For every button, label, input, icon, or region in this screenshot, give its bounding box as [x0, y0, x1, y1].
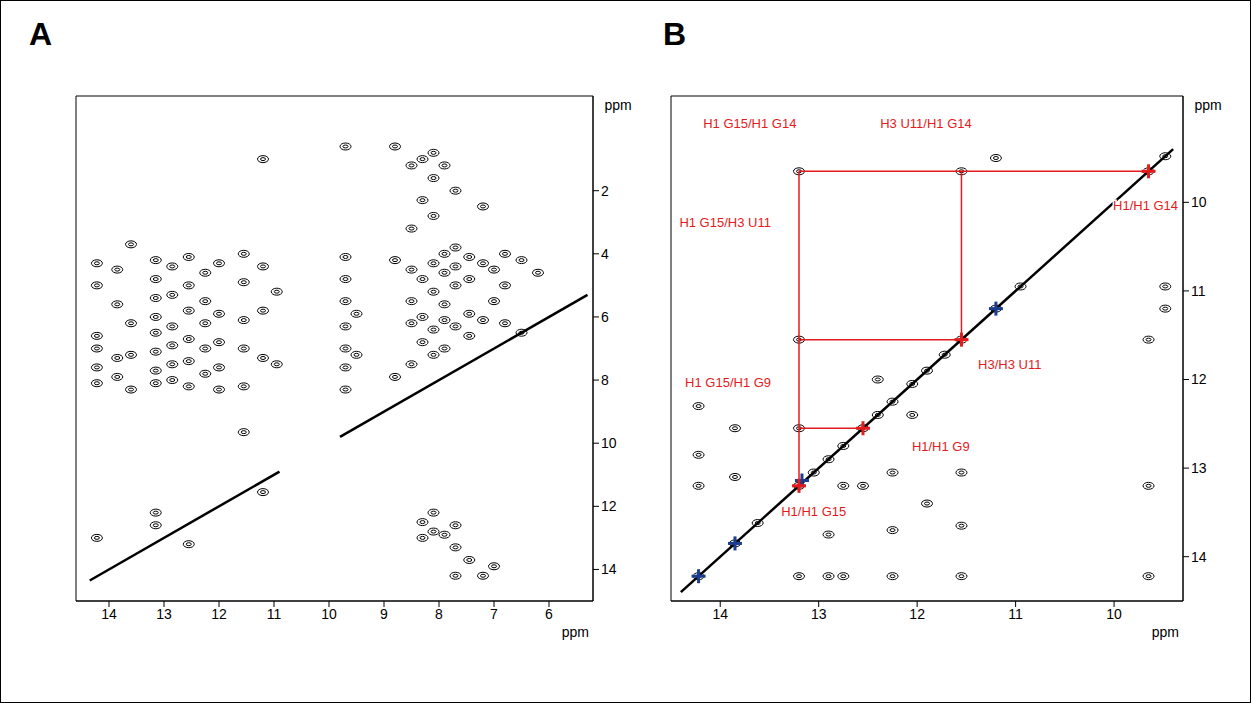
html-text:A: A	[29, 16, 53, 52]
svg-text:14: 14	[1191, 549, 1207, 565]
svg-text:9: 9	[380, 606, 388, 622]
svg-text:H1 G15/H1 G14: H1 G15/H1 G14	[703, 116, 796, 131]
svg-text:6: 6	[601, 309, 609, 325]
svg-text:H3 U11/H1 G14: H3 U11/H1 G14	[880, 116, 972, 131]
svg-text:14: 14	[101, 606, 117, 622]
svg-text:H1 G15/H1 G9: H1 G15/H1 G9	[685, 375, 771, 390]
svg-text:10: 10	[1106, 606, 1122, 622]
svg-text:4: 4	[601, 246, 609, 262]
svg-text:14: 14	[712, 606, 728, 622]
svg-text:H1/H1 G14: H1/H1 G14	[1113, 198, 1178, 213]
svg-text:14: 14	[601, 561, 617, 577]
svg-text:13: 13	[811, 606, 827, 622]
svg-text:11: 11	[267, 606, 282, 622]
svg-text:ppm: ppm	[562, 624, 589, 640]
svg-text:H3/H3 U11: H3/H3 U11	[978, 357, 1041, 372]
svg-text:2: 2	[601, 183, 609, 199]
svg-text:H1 G15/H3 U11: H1 G15/H3 U11	[679, 215, 771, 230]
svg-text:12: 12	[601, 498, 617, 514]
svg-text:ppm: ppm	[1152, 624, 1179, 640]
svg-text:ppm: ppm	[1194, 97, 1221, 113]
svg-text:12: 12	[211, 606, 227, 622]
html-text:B: B	[663, 16, 687, 52]
svg-text:H1/H1 G15: H1/H1 G15	[781, 504, 846, 519]
svg-text:6: 6	[545, 606, 553, 622]
svg-text:7: 7	[490, 606, 498, 622]
svg-text:12: 12	[909, 606, 925, 622]
svg-text:8: 8	[601, 372, 609, 388]
svg-text:12: 12	[1191, 371, 1207, 387]
svg-text:11: 11	[1191, 283, 1206, 299]
svg-text:10: 10	[321, 606, 337, 622]
svg-text:11: 11	[1008, 606, 1023, 622]
svg-text:8: 8	[435, 606, 443, 622]
svg-text:10: 10	[1191, 194, 1207, 210]
svg-text:ppm: ppm	[604, 97, 631, 113]
svg-text:10: 10	[601, 435, 617, 451]
svg-text:13: 13	[1191, 460, 1207, 476]
svg-text:H1/H1 G9: H1/H1 G9	[912, 439, 970, 454]
svg-text:13: 13	[156, 606, 172, 622]
